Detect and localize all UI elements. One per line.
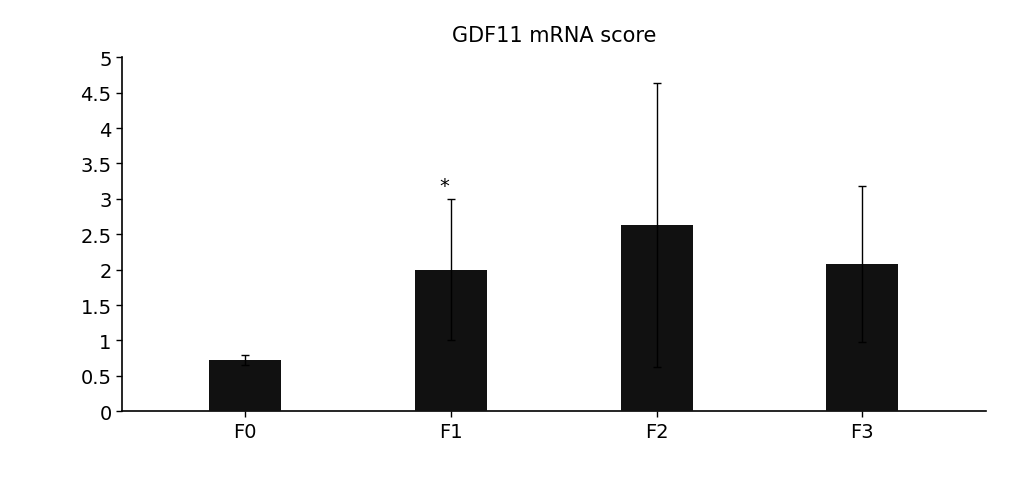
- Text: *: *: [440, 176, 450, 195]
- Title: GDF11 mRNA score: GDF11 mRNA score: [451, 26, 656, 45]
- Bar: [621, 226, 693, 411]
- Bar: [826, 264, 898, 411]
- Bar: [209, 361, 281, 411]
- Bar: [415, 270, 487, 411]
